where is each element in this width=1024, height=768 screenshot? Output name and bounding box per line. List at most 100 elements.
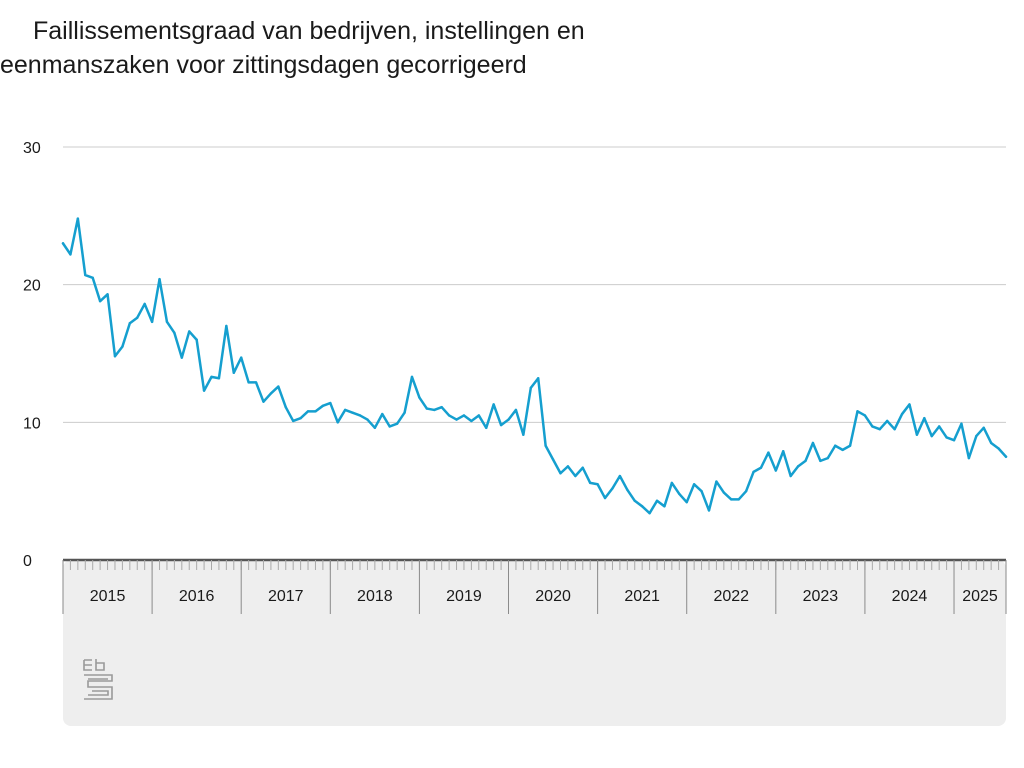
data-point bbox=[440, 405, 443, 409]
data-point bbox=[826, 456, 829, 460]
y-tick-label: 10 bbox=[23, 415, 41, 432]
data-point bbox=[455, 418, 458, 421]
data-point bbox=[566, 465, 570, 468]
data-point bbox=[915, 433, 919, 436]
data-point bbox=[462, 414, 466, 417]
data-point bbox=[366, 418, 369, 421]
data-point bbox=[306, 410, 310, 413]
data-point bbox=[69, 253, 72, 256]
data-point bbox=[581, 466, 584, 469]
data-point bbox=[804, 459, 807, 463]
data-point bbox=[180, 356, 184, 359]
series-group bbox=[61, 217, 1008, 515]
data-point bbox=[692, 483, 696, 486]
data-point bbox=[752, 470, 755, 474]
chart-title-line2: eenmanszaken voor zittingsdagen gecorrig… bbox=[0, 51, 527, 79]
data-point bbox=[900, 412, 904, 416]
data-point bbox=[84, 273, 87, 277]
data-point bbox=[863, 414, 867, 417]
data-point bbox=[648, 511, 651, 515]
data-point bbox=[700, 489, 703, 493]
data-point bbox=[841, 448, 844, 452]
data-point bbox=[626, 488, 629, 491]
data-point bbox=[217, 377, 221, 380]
data-point bbox=[210, 375, 213, 379]
chart-title-line1: Faillissementsgraad van bedrijven, inste… bbox=[33, 17, 585, 45]
data-point bbox=[989, 441, 993, 445]
data-point bbox=[247, 381, 250, 384]
data-point bbox=[975, 434, 978, 438]
data-point bbox=[254, 381, 258, 384]
gridlines bbox=[63, 146, 1006, 423]
data-point bbox=[381, 412, 384, 416]
data-point bbox=[767, 451, 770, 454]
data-point bbox=[188, 330, 191, 333]
data-point bbox=[492, 403, 495, 406]
data-point bbox=[433, 408, 436, 412]
data-point bbox=[202, 389, 206, 392]
data-point bbox=[262, 400, 265, 403]
data-point bbox=[410, 375, 414, 379]
data-point bbox=[819, 459, 822, 463]
data-point bbox=[470, 419, 473, 423]
data-point bbox=[559, 472, 562, 475]
cbs-logo-icon bbox=[83, 659, 113, 700]
data-point bbox=[789, 474, 792, 478]
data-point bbox=[291, 419, 295, 423]
data-point bbox=[544, 444, 547, 447]
data-point bbox=[529, 386, 532, 390]
data-point bbox=[856, 410, 859, 413]
data-point bbox=[158, 277, 161, 281]
y-tick-label: 20 bbox=[23, 278, 41, 295]
data-point bbox=[351, 411, 354, 414]
data-point bbox=[284, 405, 287, 409]
data-point bbox=[982, 426, 985, 430]
data-point bbox=[908, 403, 911, 406]
data-point bbox=[596, 483, 599, 486]
data-point bbox=[418, 396, 421, 399]
data-point bbox=[514, 408, 518, 412]
data-point bbox=[358, 414, 362, 417]
x-tick-label: 2015 bbox=[90, 588, 126, 605]
data-point bbox=[277, 385, 280, 388]
data-point bbox=[499, 423, 503, 427]
data-point bbox=[1004, 455, 1008, 458]
data-point bbox=[923, 417, 926, 420]
data-point bbox=[878, 428, 881, 431]
data-point bbox=[269, 392, 273, 395]
data-point bbox=[611, 487, 614, 490]
data-point bbox=[885, 419, 889, 423]
data-point bbox=[329, 401, 332, 405]
x-tick-label: 2022 bbox=[713, 588, 749, 605]
data-point bbox=[395, 422, 399, 425]
data-point bbox=[663, 505, 666, 508]
data-point bbox=[522, 433, 525, 436]
data-point bbox=[678, 492, 681, 496]
data-point bbox=[195, 338, 198, 341]
x-tick-label: 2024 bbox=[892, 588, 928, 605]
data-point bbox=[737, 498, 740, 501]
data-point bbox=[447, 414, 451, 417]
data-point bbox=[232, 371, 235, 374]
data-point bbox=[952, 439, 956, 442]
data-point bbox=[640, 505, 644, 508]
data-point bbox=[240, 356, 243, 359]
data-point bbox=[403, 411, 406, 414]
data-point bbox=[314, 410, 317, 413]
data-point bbox=[106, 293, 109, 296]
data-point bbox=[722, 491, 726, 494]
y-tick-label: 0 bbox=[23, 553, 32, 570]
data-point bbox=[299, 417, 302, 420]
data-point bbox=[150, 320, 154, 324]
data-point bbox=[373, 426, 377, 430]
data-point bbox=[774, 469, 778, 472]
data-point bbox=[165, 320, 169, 324]
y-tick-labels: 0 10 20 30 bbox=[23, 140, 41, 570]
data-point bbox=[937, 425, 941, 428]
x-tick-label: 2020 bbox=[535, 588, 571, 605]
data-point bbox=[618, 474, 622, 478]
data-point bbox=[336, 421, 339, 424]
data-point bbox=[685, 500, 688, 504]
data-point bbox=[893, 428, 896, 431]
